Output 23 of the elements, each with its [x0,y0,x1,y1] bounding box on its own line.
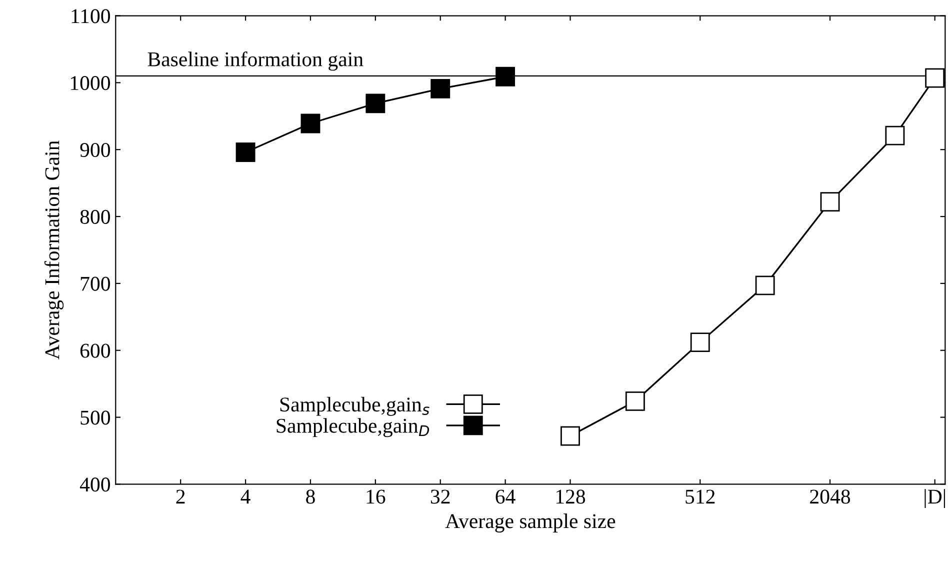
y-tick-label: 1000 [70,76,110,90]
legend-label: Samplecube,gain$_{D}$ [276,418,430,438]
y-tick-label: 500 [80,410,110,425]
y-axis-title: Average Information Gain [44,140,64,360]
x-axis-title: Average sample size [445,514,616,532]
x-tick-label: 32 [430,490,450,504]
y-tick-label: 600 [80,344,110,358]
x-tick-label: 512 [686,490,715,504]
x-tick-label: 4 [240,490,250,504]
x-tick-label: |D| [924,489,945,508]
y-tick-label: 800 [80,210,110,224]
x-tick-label: 64 [496,490,516,504]
legend-label: Samplecube,gain$_{s}$ [280,396,430,416]
x-tick-label: 8 [306,490,315,504]
y-tick-label: 900 [80,142,110,158]
y-tick-label: 400 [80,478,110,492]
y-tick-label: 700 [80,276,110,291]
y-tick-label: 1100 [72,9,110,24]
x-tick-label: 2 [176,490,185,504]
x-tick-label: 2048 [810,490,850,504]
x-tick-label: 128 [556,490,586,504]
x-tick-label: 16 [366,490,386,504]
ref-line-label: Baseline information gain [148,51,364,71]
